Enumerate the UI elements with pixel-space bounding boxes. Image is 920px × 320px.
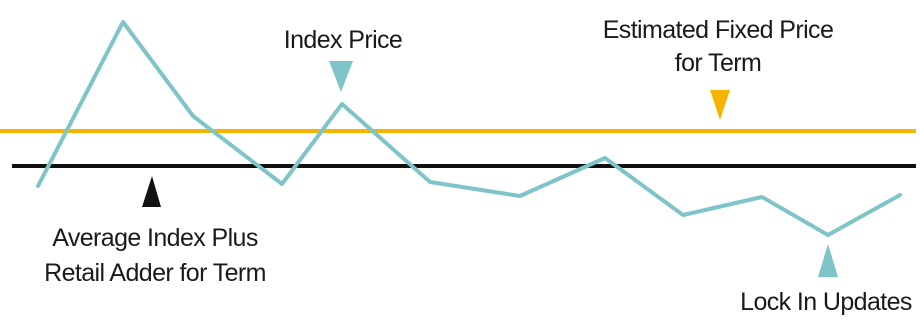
index-price-marker	[329, 61, 353, 92]
average-index-marker	[142, 176, 161, 207]
fixed-price-label-line1: Estimated Fixed Price	[603, 16, 834, 44]
index-price-label: Index Price	[284, 26, 402, 54]
average-index-label-line1: Average Index Plus	[52, 224, 258, 252]
lock-in-label: Lock In Updates	[740, 288, 912, 316]
index-price-line	[36, 20, 902, 237]
fixed-price-marker	[710, 90, 730, 120]
fixed-price-label-line2: for Term	[675, 49, 761, 77]
average-index-label-line2: Retail Adder for Term	[44, 259, 266, 287]
lock-in-marker	[818, 244, 838, 277]
